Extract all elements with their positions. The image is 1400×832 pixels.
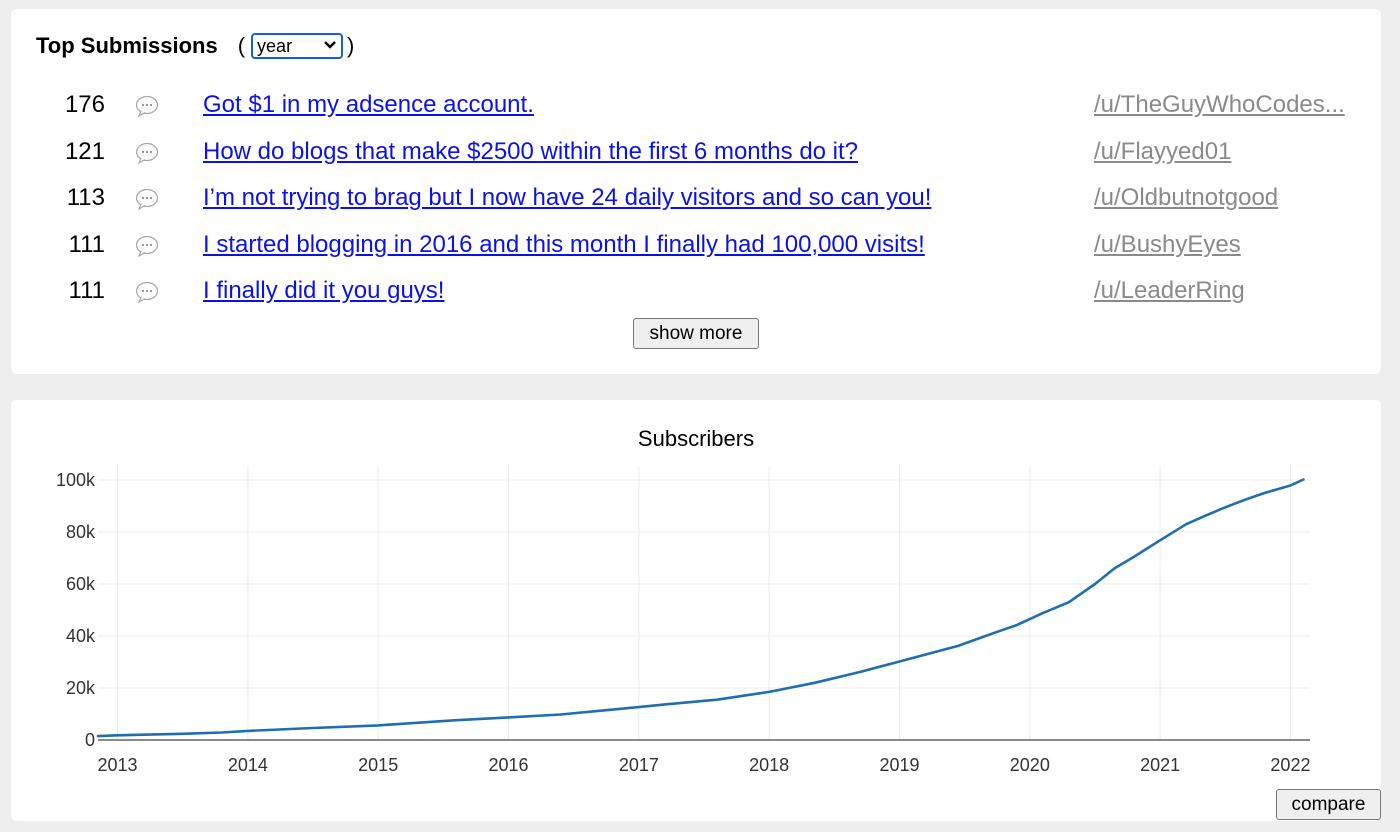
top-submissions-panel: Top Submissions ( year ) 176 Got $1 in my… [11, 9, 1381, 374]
subscribers-line [96, 478, 1305, 738]
show-more-button[interactable]: show more [633, 318, 759, 349]
y-tick-label: 80k [66, 522, 96, 542]
speech-bubble-icon[interactable] [135, 188, 159, 211]
submission-author-link[interactable]: /u/BushyEyes [1094, 230, 1241, 258]
period-select-value: year [257, 35, 293, 56]
x-tick-label: 2015 [358, 755, 398, 775]
submission-score: 113 [66, 184, 105, 211]
submission-row: 111 I finally did it you guys! /u/LeaderRi… [11, 271, 1381, 318]
submission-score: 111 [68, 230, 105, 258]
x-tick-label: 2013 [98, 755, 138, 775]
x-tick-label: 2016 [488, 755, 528, 775]
x-tick-label: 2014 [228, 755, 268, 775]
subscribers-chart-panel: Subscribers 2013 2014 2015 2016 2017 2018 2019 2… [11, 400, 1381, 821]
submission-title-link[interactable]: How do blogs that make $2500 within the … [203, 137, 859, 165]
submission-row: 111 I started blogging in 2016 and this m… [11, 225, 1381, 272]
x-tick-label: 2019 [879, 755, 919, 775]
submission-author-link[interactable]: /u/LeaderRing [1094, 277, 1245, 304]
x-tick-label: 2017 [619, 755, 659, 775]
submission-author-link[interactable]: /u/Oldbutnotgood [1094, 184, 1279, 211]
chart-title: Subscribers [638, 426, 754, 451]
submission-author-link[interactable]: /u/TheGuyWhoCodes... [1094, 91, 1345, 118]
y-tick-label: 40k [66, 626, 96, 646]
x-tick-label: 2018 [749, 755, 789, 775]
speech-bubble-icon[interactable] [135, 281, 159, 304]
submission-score: 176 [64, 91, 105, 118]
y-tick-label: 20k [66, 678, 96, 698]
period-select[interactable]: year [251, 33, 344, 59]
submission-title-link[interactable]: I’m not trying to brag but I now have 24… [203, 184, 932, 211]
x-tick-label: 2020 [1010, 755, 1050, 775]
submission-row: 113 I’m not trying to brag but I now have… [11, 178, 1381, 225]
y-tick-label: 0 [85, 730, 95, 750]
y-tick-label: 100k [56, 470, 96, 490]
submission-score: 121 [64, 137, 105, 165]
speech-bubble-icon[interactable] [135, 95, 159, 118]
speech-bubble-icon[interactable] [135, 235, 159, 257]
subscribers-chart: Subscribers 2013 2014 2015 2016 2017 2018 2019 2… [56, 426, 1311, 775]
chevron-down-icon [323, 39, 337, 53]
y-tick-label: 60k [66, 574, 96, 594]
submission-row: 176 Got $1 in my adsence account. /u/TheGu… [11, 85, 1381, 132]
submission-title-link[interactable]: I started blogging in 2016 and this mont… [203, 230, 925, 258]
submission-title-link[interactable]: I finally did it you guys! [203, 277, 445, 304]
submissions-header: Top Submissions ( year ) [36, 33, 354, 59]
submission-score: 111 [68, 277, 105, 304]
submissions-title: Top Submissions [36, 33, 218, 58]
submission-row: 121 How do blogs that make $2500 within t… [11, 132, 1381, 179]
submission-author-link[interactable]: /u/Flayyed01 [1094, 137, 1232, 165]
speech-bubble-icon[interactable] [135, 142, 159, 164]
paren-open: ( [237, 33, 246, 58]
submissions-list: 176 Got $1 in my adsence account. /u/TheGu… [11, 85, 1381, 318]
paren-close: ) [347, 33, 355, 58]
submission-title-link[interactable]: Got $1 in my adsence account. [203, 91, 534, 118]
compare-button[interactable]: compare [1276, 789, 1381, 820]
x-tick-label: 2021 [1140, 755, 1180, 775]
x-tick-label: 2022 [1270, 755, 1310, 775]
